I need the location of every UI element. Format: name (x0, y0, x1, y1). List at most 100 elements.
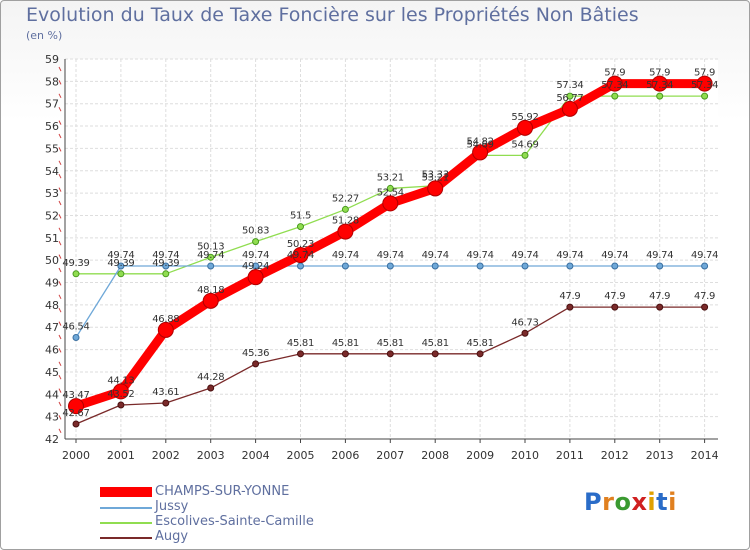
data-label-jussy: 49.74 (332, 250, 359, 261)
data-label-escolives-sainte-camille: 57.34 (556, 80, 583, 91)
data-point-champs-sur-yonne (247, 269, 264, 286)
x-tick-label: 2010 (511, 449, 539, 462)
data-label-jussy: 49.74 (467, 250, 494, 261)
legend-swatch (100, 487, 152, 497)
axis-marker (58, 361, 62, 367)
data-label-jussy: 49.74 (601, 250, 628, 261)
data-point-jussy (207, 262, 215, 270)
axis-marker (58, 401, 62, 407)
data-point-champs-sur-yonne (427, 180, 444, 197)
data-label-augy: 45.81 (467, 338, 494, 349)
y-tick-label: 57 (45, 98, 59, 111)
data-label-champs-sur-yonne: 43.47 (62, 390, 89, 401)
axis-marker (58, 120, 62, 125)
axis-marker (58, 160, 62, 166)
data-label-champs-sur-yonne: 56.77 (556, 93, 583, 104)
y-tick-label: 53 (45, 187, 59, 200)
data-label-augy: 47.9 (559, 291, 580, 302)
data-point-escolives-sainte-camille (656, 92, 664, 100)
data-label-jussy: 49.74 (377, 250, 404, 261)
y-tick-label: 58 (45, 75, 59, 88)
data-point-jussy (297, 262, 304, 270)
data-point-jussy (162, 262, 170, 270)
legend-label: Jussy (155, 499, 189, 514)
data-point-jussy (386, 262, 394, 270)
data-point-jussy (701, 262, 709, 270)
data-label-escolives-sainte-camille: 51.5 (290, 211, 311, 222)
axis-marker (58, 227, 62, 233)
data-label-champs-sur-yonne: 51.28 (332, 216, 359, 227)
data-label-augy: 47.9 (694, 291, 715, 302)
x-tick-label: 2013 (646, 449, 674, 462)
data-label-champs-sur-yonne: 50.23 (287, 239, 314, 250)
data-point-escolives-sainte-camille (252, 238, 260, 246)
data-label-champs-sur-yonne: 46.88 (152, 314, 179, 325)
data-label-escolives-sainte-camille: 52.27 (332, 193, 359, 204)
plot-area (65, 59, 718, 439)
data-label-champs-sur-yonne: 53.21 (422, 172, 449, 183)
data-label-augy: 45.81 (332, 338, 359, 349)
legend-label: Escolives-Sainte-Camille (155, 514, 314, 529)
axis-marker (58, 106, 62, 112)
data-point-augy (476, 350, 484, 358)
data-label-champs-sur-yonne: 57.9 (649, 68, 670, 79)
y-tick-label: 42 (45, 433, 59, 446)
data-point-champs-sur-yonne (337, 223, 354, 240)
chart-unit-label: (en %) (26, 29, 63, 42)
legend-swatch (100, 522, 152, 524)
data-point-champs-sur-yonne (382, 195, 399, 212)
data-label-jussy: 49.74 (287, 250, 314, 261)
data-label-jussy: 49.74 (646, 250, 673, 261)
axis-marker (58, 428, 62, 434)
x-tick-label: 2011 (556, 449, 584, 462)
axis-marker (58, 374, 62, 380)
data-label-jussy: 49.74 (691, 250, 718, 261)
axis-marker (58, 200, 62, 206)
data-label-escolives-sainte-camille: 54.69 (467, 139, 494, 150)
data-point-jussy (566, 262, 574, 270)
data-label-augy: 44.28 (197, 372, 224, 383)
data-point-escolives-sainte-camille (72, 270, 80, 278)
x-tick-label: 2006 (331, 449, 359, 462)
data-point-escolives-sainte-camille (566, 92, 574, 100)
legend-label: CHAMPS-SUR-YONNE (155, 484, 290, 499)
axis-marker (58, 66, 62, 72)
data-point-jussy (72, 334, 80, 342)
data-label-jussy: 49.74 (556, 250, 583, 261)
legend-swatch (100, 507, 152, 509)
data-label-escolives-sainte-camille: 50.13 (197, 241, 224, 252)
data-label-escolives-sainte-camille: 57.34 (601, 80, 628, 91)
data-point-jussy (611, 262, 619, 270)
y-tick-label: 47 (45, 321, 59, 334)
axis-marker (58, 267, 62, 273)
chart-title: Evolution du Taux de Taxe Foncière sur l… (26, 4, 639, 26)
data-point-escolives-sainte-camille (386, 184, 394, 192)
data-label-escolives-sainte-camille: 49.39 (152, 258, 179, 269)
data-label-escolives-sainte-camille: 50.83 (242, 226, 269, 237)
data-point-escolives-sainte-camille (117, 270, 125, 278)
data-label-jussy: 49.74 (242, 250, 269, 261)
y-tick-label: 46 (45, 344, 59, 357)
y-tick-label: 45 (45, 366, 59, 379)
logo-letter: r (602, 488, 615, 516)
data-point-champs-sur-yonne (472, 144, 489, 161)
x-tick-label: 2008 (421, 449, 449, 462)
data-point-champs-sur-yonne (606, 75, 623, 92)
x-tick-label: 2009 (466, 449, 494, 462)
data-point-jussy (431, 262, 439, 270)
data-point-augy (341, 350, 349, 358)
data-point-augy (252, 360, 260, 368)
data-point-jussy (476, 262, 484, 270)
data-label-augy: 47.9 (604, 291, 625, 302)
data-label-augy: 45.81 (377, 338, 404, 349)
data-point-champs-sur-yonne (157, 321, 174, 338)
data-point-champs-sur-yonne (112, 383, 129, 400)
data-label-augy: 43.61 (152, 387, 179, 398)
x-tick-label: 2003 (197, 449, 225, 462)
data-point-escolives-sainte-camille (521, 151, 529, 159)
y-tick-label: 52 (45, 209, 59, 222)
data-point-augy (386, 350, 394, 358)
data-point-champs-sur-yonne (292, 247, 309, 264)
x-tick-label: 2000 (62, 449, 90, 462)
axis-marker (58, 214, 62, 219)
